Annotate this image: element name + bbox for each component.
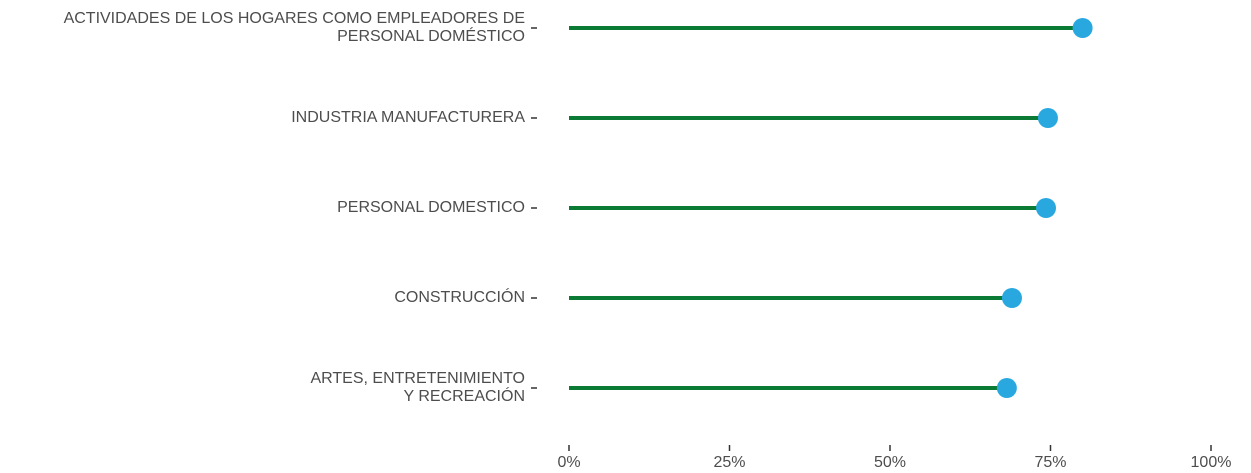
point bbox=[996, 378, 1017, 398]
x-tick-label: 0% bbox=[557, 454, 580, 471]
point bbox=[1036, 198, 1057, 218]
x-tick-label: 25% bbox=[713, 454, 745, 471]
point bbox=[1001, 288, 1022, 308]
y-tick-label: CONSTRUCCIÓN bbox=[394, 289, 525, 306]
y-tick-label: INDUSTRIA MANUFACTURERA bbox=[291, 109, 525, 126]
point bbox=[1037, 108, 1058, 128]
y-tick-label: ACTIVIDADES DE LOS HOGARES COMO EMPLEADO… bbox=[63, 10, 525, 45]
x-tick-label: 100% bbox=[1191, 454, 1232, 471]
y-tick-label: ARTES, ENTRETENIMIENTO Y RECREACIÓN bbox=[310, 370, 525, 405]
x-tick-label: 50% bbox=[874, 454, 906, 471]
point bbox=[1072, 18, 1093, 38]
x-tick-label: 75% bbox=[1034, 454, 1066, 471]
y-tick-label: PERSONAL DOMESTICO bbox=[337, 199, 525, 216]
